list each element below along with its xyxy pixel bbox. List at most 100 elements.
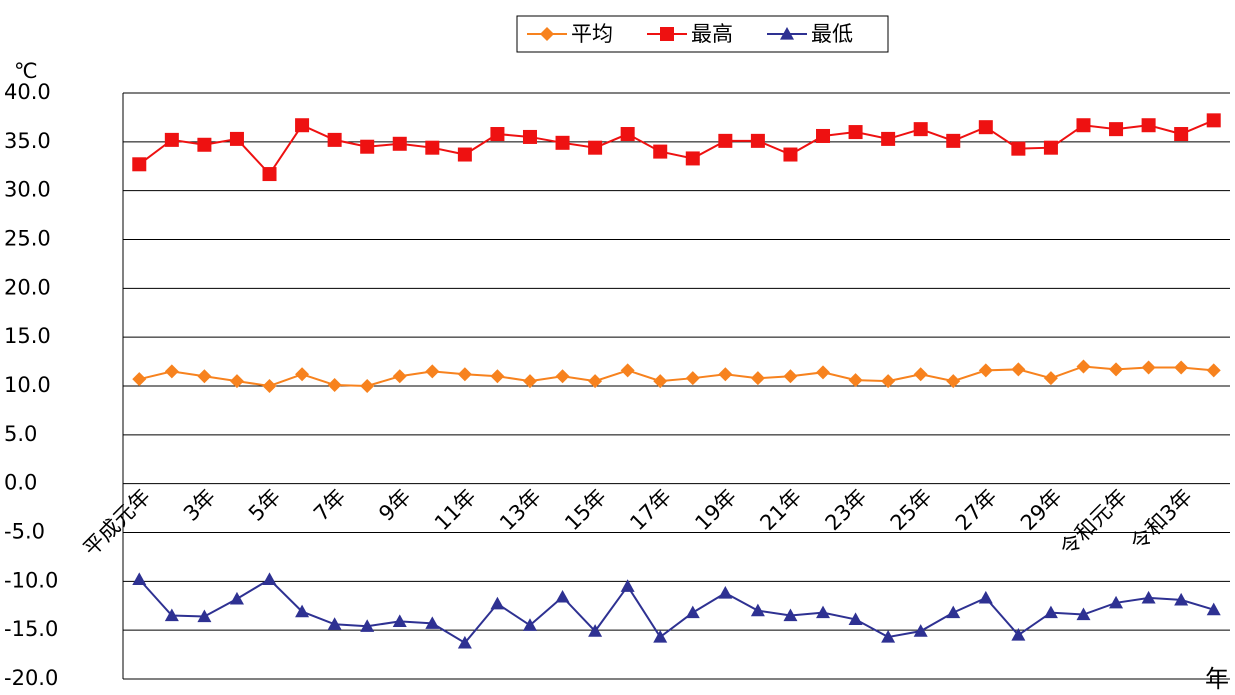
marker [653, 630, 668, 643]
marker [718, 586, 733, 599]
marker [1109, 595, 1124, 609]
x-tick-label: 21年 [756, 484, 807, 535]
marker [848, 373, 863, 388]
marker [1109, 122, 1124, 137]
marker [685, 151, 700, 166]
y-tick-label: 25.0 [4, 227, 51, 251]
marker [881, 374, 896, 389]
y-tick-label: 30.0 [4, 178, 51, 202]
marker [229, 374, 244, 389]
x-tick-label: 29年 [1016, 484, 1067, 535]
x-tick-label: 13年 [495, 484, 546, 535]
marker [490, 596, 505, 610]
marker [164, 364, 179, 379]
x-tick-label: 17年 [625, 484, 676, 535]
marker [783, 369, 798, 384]
marker [816, 365, 831, 380]
marker [295, 118, 310, 133]
x-tick-label: 7年 [309, 484, 350, 525]
marker [913, 122, 928, 137]
marker [816, 128, 831, 143]
marker [848, 612, 863, 626]
marker [555, 589, 570, 603]
marker [1141, 360, 1156, 375]
y-tick-label: 15.0 [4, 324, 51, 348]
marker [555, 369, 570, 384]
marker [620, 127, 635, 142]
y-tick-label: -20.0 [4, 666, 58, 690]
marker [360, 379, 375, 393]
marker [457, 367, 472, 382]
marker [978, 590, 993, 604]
marker [1141, 118, 1156, 133]
marker [660, 27, 674, 41]
marker [653, 374, 668, 389]
marker [425, 140, 440, 155]
marker [262, 379, 277, 393]
marker [620, 579, 635, 592]
marker [783, 608, 798, 622]
marker [588, 140, 603, 155]
marker [1011, 362, 1026, 377]
marker [262, 572, 277, 585]
marker [1174, 592, 1189, 606]
marker [132, 572, 147, 585]
x-tick-label: 25年 [886, 484, 937, 535]
series-line [138, 578, 1215, 645]
marker [1011, 141, 1026, 156]
marker [392, 614, 407, 627]
marker [197, 137, 212, 152]
marker [132, 157, 147, 172]
marker [229, 591, 244, 605]
marker [1076, 359, 1091, 374]
marker [750, 371, 765, 386]
marker [327, 378, 342, 393]
marker [425, 616, 440, 629]
marker [1043, 605, 1058, 619]
x-tick-label: 23年 [821, 484, 872, 535]
x-tick-label: 令和元年 [1055, 484, 1131, 560]
marker [978, 120, 993, 135]
x-tick-label: 15年 [560, 484, 611, 535]
y-tick-label: 5.0 [4, 422, 37, 446]
series-line [139, 365, 1214, 388]
series-line [138, 119, 1215, 176]
marker [457, 147, 472, 162]
marker [718, 367, 733, 382]
marker [1206, 113, 1221, 128]
marker [360, 619, 375, 632]
marker [360, 139, 375, 154]
marker [1011, 628, 1026, 641]
marker [1174, 127, 1189, 142]
y-tick-label: -5.0 [4, 520, 45, 544]
marker [1076, 607, 1091, 621]
marker [1206, 602, 1221, 616]
marker [685, 605, 700, 619]
y-tick-label: 20.0 [4, 275, 51, 299]
y-tick-label: -15.0 [4, 617, 58, 641]
marker [490, 369, 505, 384]
y-axis-label: ℃ [14, 59, 38, 83]
marker [425, 364, 440, 379]
legend-label: 最高 [691, 22, 733, 46]
marker [295, 604, 310, 618]
marker [913, 624, 928, 637]
marker [750, 603, 765, 617]
marker [780, 27, 794, 40]
marker [540, 27, 554, 41]
marker [327, 617, 342, 630]
marker [816, 605, 831, 619]
marker [1076, 118, 1091, 133]
marker [588, 374, 603, 389]
marker [1141, 590, 1156, 604]
y-tick-label: 10.0 [4, 373, 51, 397]
marker [457, 635, 472, 649]
x-tick-label: 11年 [430, 484, 481, 535]
marker [295, 367, 310, 382]
marker [1043, 371, 1058, 386]
legend-box [516, 15, 889, 53]
marker [1174, 360, 1189, 375]
marker [946, 374, 961, 389]
marker [1109, 362, 1124, 377]
